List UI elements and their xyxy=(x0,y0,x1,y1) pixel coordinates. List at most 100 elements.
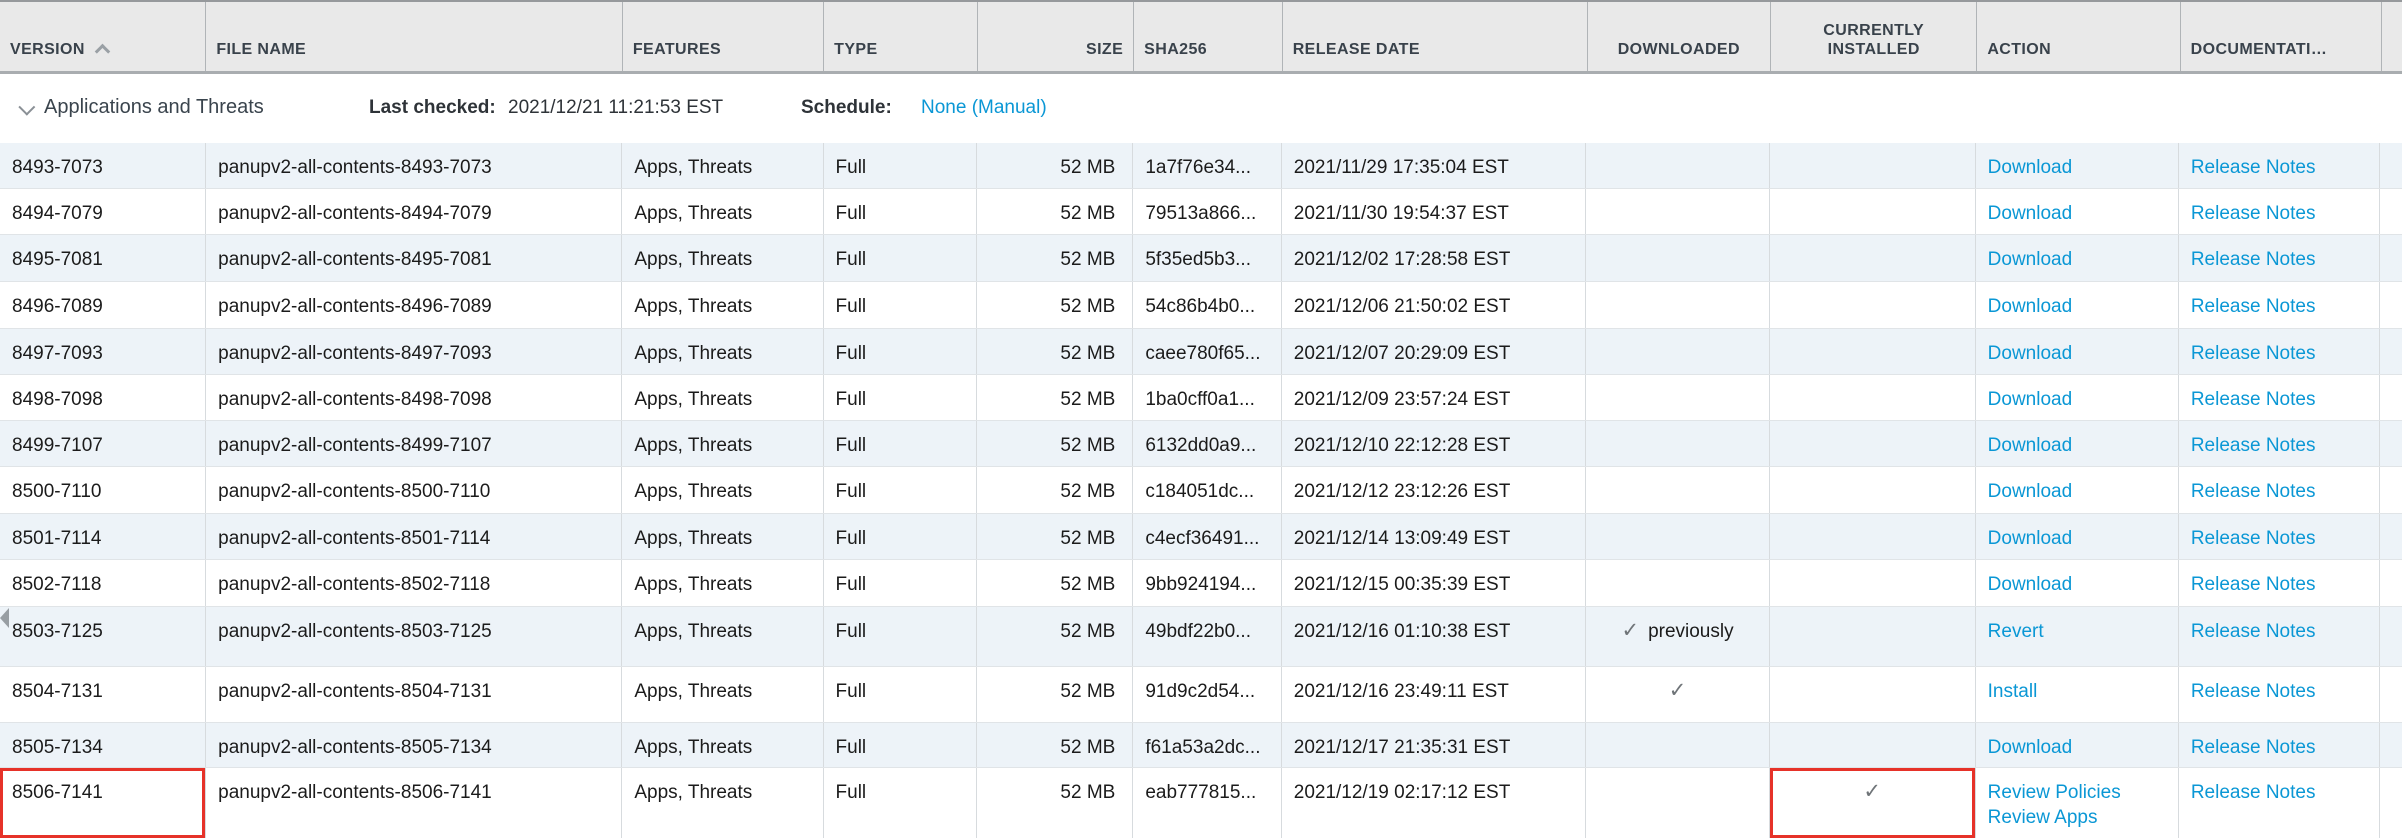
release-date-cell: 2021/11/29 17:35:04 EST xyxy=(1282,143,1587,188)
release-notes-link[interactable]: Release Notes xyxy=(2190,621,2316,642)
size-cell: 52 MB xyxy=(977,143,1134,188)
action-link-download[interactable]: Download xyxy=(1987,203,2073,224)
version-cell: 8499-7107 xyxy=(0,421,207,466)
file-name-cell: panupv2-all-contents-8497-7093 xyxy=(206,329,623,374)
column-header-action[interactable]: ACTION xyxy=(1977,2,2181,71)
action-link-revert[interactable]: Revert xyxy=(1987,621,2044,642)
action-link-install[interactable]: Install xyxy=(1987,681,2038,702)
action-cell: Download xyxy=(1976,189,2179,234)
action-link-download[interactable]: Download xyxy=(1987,343,2073,364)
release-notes-link[interactable]: Release Notes xyxy=(2190,249,2316,270)
documentation-cell: Release Notes xyxy=(2179,723,2380,767)
features-cell: Apps, Threats xyxy=(622,235,824,281)
features-cell: Apps, Threats xyxy=(622,143,824,188)
column-header-version-label: VERSION xyxy=(10,41,85,58)
column-header-features-label: FEATURES xyxy=(632,41,722,58)
release-notes-link[interactable]: Release Notes xyxy=(2190,528,2316,549)
release-notes-link[interactable]: Release Notes xyxy=(2190,389,2316,410)
features-cell: Apps, Threats xyxy=(622,560,824,606)
sha256-cell: 9bb924194... xyxy=(1133,560,1282,606)
documentation-cell: Release Notes xyxy=(2179,560,2380,606)
action-link-review-policies[interactable]: Review Policies xyxy=(1987,782,2121,803)
file-name-cell: panupv2-all-contents-8501-7114 xyxy=(206,514,623,559)
action-link-download[interactable]: Download xyxy=(1987,737,2073,758)
release-notes-link[interactable]: Release Notes xyxy=(2190,435,2316,456)
action-link-download[interactable]: Download xyxy=(1987,389,2073,410)
sha256-cell: 91d9c2d54... xyxy=(1133,667,1282,722)
file-name-cell: panupv2-all-contents-8502-7118 xyxy=(206,560,623,606)
features-cell: Apps, Threats xyxy=(622,723,824,767)
schedule-link[interactable]: None (Manual) xyxy=(921,97,1047,118)
scroll-position-marker-icon xyxy=(0,608,9,628)
sha256-cell: caee780f65... xyxy=(1133,329,1282,374)
column-header-documentation[interactable]: DOCUMENTATI… xyxy=(2181,2,2382,71)
action-link-download[interactable]: Download xyxy=(1987,157,2073,178)
downloaded-cell xyxy=(1586,143,1770,188)
size-cell: 52 MB xyxy=(977,329,1134,374)
release-date-cell: 2021/12/07 20:29:09 EST xyxy=(1282,329,1587,374)
release-notes-link[interactable]: Release Notes xyxy=(2190,681,2316,702)
release-notes-link[interactable]: Release Notes xyxy=(2190,481,2316,502)
column-header-action-label: ACTION xyxy=(1987,41,2052,58)
column-header-file-name-label: FILE NAME xyxy=(216,41,307,58)
content-group-row: Applications and Threats Last checked: 2… xyxy=(0,74,2402,143)
release-notes-link[interactable]: Release Notes xyxy=(2190,296,2316,317)
version-cell: 8497-7093 xyxy=(0,329,207,374)
size-cell: 52 MB xyxy=(977,375,1134,420)
version-cell: 8503-7125 xyxy=(0,607,207,666)
column-header-currently-installed[interactable]: CURRENTLY INSTALLED xyxy=(1771,2,1978,71)
column-header-type[interactable]: TYPE xyxy=(824,2,978,71)
action-cell: Download xyxy=(1976,329,2179,374)
currently-installed-cell xyxy=(1770,607,1976,666)
column-header-features[interactable]: FEATURES xyxy=(623,2,825,71)
version-cell: 8501-7114 xyxy=(0,514,207,559)
release-notes-link[interactable]: Release Notes xyxy=(2190,574,2316,595)
action-link-review-apps[interactable]: Review Apps xyxy=(1987,807,2098,828)
action-link-download[interactable]: Download xyxy=(1987,574,2073,595)
currently-installed-cell xyxy=(1770,467,1976,513)
table-row: 8498-7098 panupv2-all-contents-8498-7098 A… xyxy=(0,375,2402,421)
column-header-version[interactable]: VERSION xyxy=(0,2,207,71)
table-row: 8502-7118 panupv2-all-contents-8502-7118 A… xyxy=(0,560,2402,607)
release-notes-link[interactable]: Release Notes xyxy=(2190,782,2316,803)
version-cell: 8496-7089 xyxy=(0,282,207,328)
column-header-file-name[interactable]: FILE NAME xyxy=(206,2,623,71)
features-cell: Apps, Threats xyxy=(622,421,824,466)
downloaded-cell xyxy=(1586,514,1770,559)
documentation-cell: Release Notes xyxy=(2179,329,2380,374)
group-title[interactable]: Applications and Threats xyxy=(44,96,264,118)
column-header-size[interactable]: SIZE xyxy=(978,2,1135,71)
type-cell: Full xyxy=(824,143,977,188)
column-header-sha256[interactable]: SHA256 xyxy=(1134,2,1283,71)
release-date-cell: 2021/12/14 13:09:49 EST xyxy=(1282,514,1587,559)
chevron-down-icon[interactable] xyxy=(18,98,36,116)
size-cell: 52 MB xyxy=(977,282,1134,328)
action-link-download[interactable]: Download xyxy=(1987,481,2073,502)
release-notes-link[interactable]: Release Notes xyxy=(2190,203,2316,224)
column-header-currently-installed-label: CURRENTLY INSTALLED xyxy=(1823,22,1925,58)
release-date-cell: 2021/12/09 23:57:24 EST xyxy=(1282,375,1587,420)
action-cell: Review Policies Review Apps xyxy=(1976,768,2179,838)
release-notes-link[interactable]: Release Notes xyxy=(2190,157,2316,178)
version-cell: 8498-7098 xyxy=(0,375,207,420)
column-header-downloaded-label: DOWNLOADED xyxy=(1617,41,1740,58)
action-link-download[interactable]: Download xyxy=(1987,435,2073,456)
action-cell: Install xyxy=(1976,667,2179,722)
column-header-release-date[interactable]: RELEASE DATE xyxy=(1283,2,1588,71)
action-link-download[interactable]: Download xyxy=(1987,528,2073,549)
row-scrollbar-gutter xyxy=(2380,375,2402,420)
column-header-downloaded[interactable]: DOWNLOADED xyxy=(1588,2,1772,71)
action-link-download[interactable]: Download xyxy=(1987,249,2073,270)
release-notes-link[interactable]: Release Notes xyxy=(2190,737,2316,758)
release-notes-link[interactable]: Release Notes xyxy=(2190,343,2316,364)
features-cell: Apps, Threats xyxy=(622,467,824,513)
currently-installed-cell xyxy=(1770,723,1976,767)
action-link-download[interactable]: Download xyxy=(1987,296,2073,317)
currently-installed-cell xyxy=(1770,514,1976,559)
documentation-cell: Release Notes xyxy=(2179,421,2380,466)
table-row: 8493-7073 panupv2-all-contents-8493-7073 A… xyxy=(0,143,2402,189)
schedule-label: Schedule: xyxy=(801,97,892,118)
currently-installed-cell xyxy=(1770,560,1976,606)
row-scrollbar-gutter xyxy=(2380,768,2402,838)
file-name-cell: panupv2-all-contents-8493-7073 xyxy=(206,143,623,188)
